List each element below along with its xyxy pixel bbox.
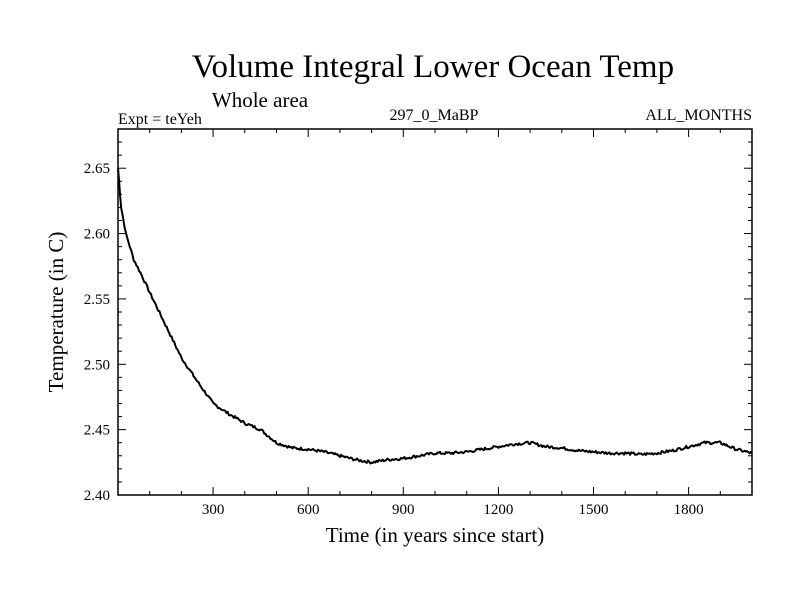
chart-subtitle: Whole area (212, 88, 309, 112)
x-axis-label: Time (in years since start) (326, 523, 545, 547)
y-axis-label: Temperature (in C) (44, 232, 68, 393)
y-ticks: 2.40 2.45 2.50 2.55 2.60 2.65 (84, 128, 752, 504)
plot-frame (117, 128, 753, 496)
y-tick-label: 2.45 (84, 423, 110, 439)
y-tick-label: 2.55 (84, 292, 110, 308)
x-tick-label: 1800 (674, 502, 704, 518)
x-tick-label: 1500 (579, 502, 609, 518)
series-line (117, 168, 753, 465)
x-ticks: 300 600 900 1200 1500 1800 (117, 129, 753, 518)
x-tick-label: 1200 (483, 502, 513, 518)
y-tick-label: 2.50 (84, 357, 110, 373)
y-tick-label: 2.65 (84, 161, 110, 177)
x-tick-label: 300 (202, 502, 225, 518)
run-label: 297_0_MaBP (390, 107, 479, 124)
x-tick-label: 900 (392, 502, 415, 518)
chart-title: Volume Integral Lower Ocean Temp (192, 49, 674, 85)
y-tick-label: 2.40 (84, 488, 110, 504)
months-label: ALL_MONTHS (645, 107, 752, 124)
y-tick-label: 2.60 (84, 227, 110, 243)
experiment-label: Expt = teYeh (118, 111, 202, 128)
x-tick-label: 600 (297, 502, 320, 518)
